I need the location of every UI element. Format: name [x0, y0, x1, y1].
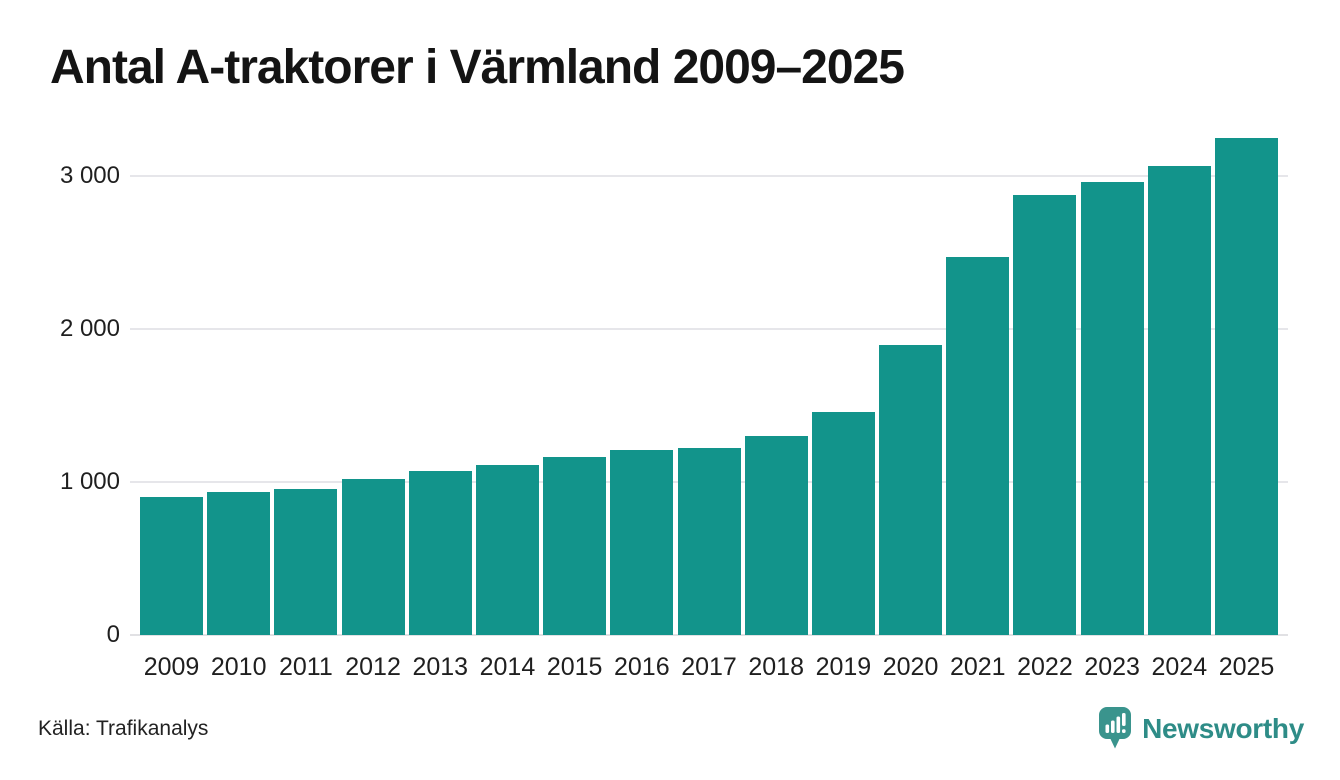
- chart-title: Antal A-traktorer i Värmland 2009–2025: [50, 41, 905, 94]
- bar-2021: [946, 257, 1010, 635]
- bar-2017: [677, 448, 741, 635]
- bar-2023: [1080, 182, 1144, 635]
- x-axis-tick-label: 2014: [479, 653, 536, 681]
- bar-2024: [1147, 166, 1211, 635]
- y-axis-tick-label: 1 000: [59, 468, 120, 496]
- x-axis-tick-label: 2013: [412, 653, 469, 681]
- x-axis-tick-label: 2025: [1218, 653, 1275, 681]
- x-axis-tick-label: 2020: [882, 653, 939, 681]
- x-axis-tick-label: 2016: [614, 653, 670, 681]
- newsworthy-wordmark: Newsworthy: [1142, 713, 1304, 744]
- x-axis-tick-label: 2021: [949, 653, 1006, 681]
- x-axis-tick-label: 2022: [1017, 653, 1073, 681]
- bar-2013: [408, 471, 472, 635]
- x-axis-tick-label: 2024: [1151, 653, 1208, 681]
- bar-2011: [274, 489, 338, 635]
- bar-2018: [744, 436, 808, 635]
- source-caption: Källa: Trafikanalys: [38, 717, 209, 740]
- bar-2012: [341, 479, 405, 635]
- bar-2015: [543, 457, 607, 635]
- x-axis-tick-label: 2023: [1084, 653, 1140, 681]
- gridline-y2000: [130, 328, 1288, 331]
- bar-2022: [1013, 195, 1077, 635]
- newsworthy-logo[interactable]: Newsworthy: [1098, 706, 1304, 752]
- gridline-y3000: [130, 175, 1288, 178]
- y-axis-tick-label: 3 000: [59, 162, 120, 190]
- y-axis-tick-label: 2 000: [59, 315, 120, 343]
- x-axis-tick-label: 2018: [748, 653, 804, 681]
- x-axis-tick-label: 2012: [345, 653, 401, 681]
- x-axis-tick-label: 2011: [278, 653, 333, 681]
- bar-2009: [140, 497, 203, 635]
- x-axis-tick-label: 2015: [546, 653, 603, 681]
- newsworthy-bubble-chart-icon: [1099, 707, 1132, 749]
- bar-2014: [475, 465, 539, 635]
- bar-series: [130, 132, 1288, 635]
- x-axis-tick-label: 2017: [681, 653, 737, 681]
- bar-2010: [207, 492, 271, 635]
- bar-2020: [879, 345, 943, 635]
- bar-2019: [811, 412, 875, 635]
- bar-2016: [610, 450, 674, 635]
- x-axis-tick-label: 2009: [143, 653, 200, 681]
- gridline-y0: [130, 634, 1288, 636]
- bar-2025: [1215, 138, 1278, 635]
- y-axis-tick-label: 0: [106, 621, 120, 648]
- x-axis-tick-label: 2019: [815, 653, 872, 681]
- x-axis: 2009 2010 2011 2012 2013 2014 2015 2016 2017 2018…: [130, 653, 1288, 681]
- x-axis-tick-label: 2010: [210, 653, 267, 681]
- chart-plot-area: 2009 2010 2011 2012 2013 2014 2015 2016 2017 2018…: [60, 132, 1288, 681]
